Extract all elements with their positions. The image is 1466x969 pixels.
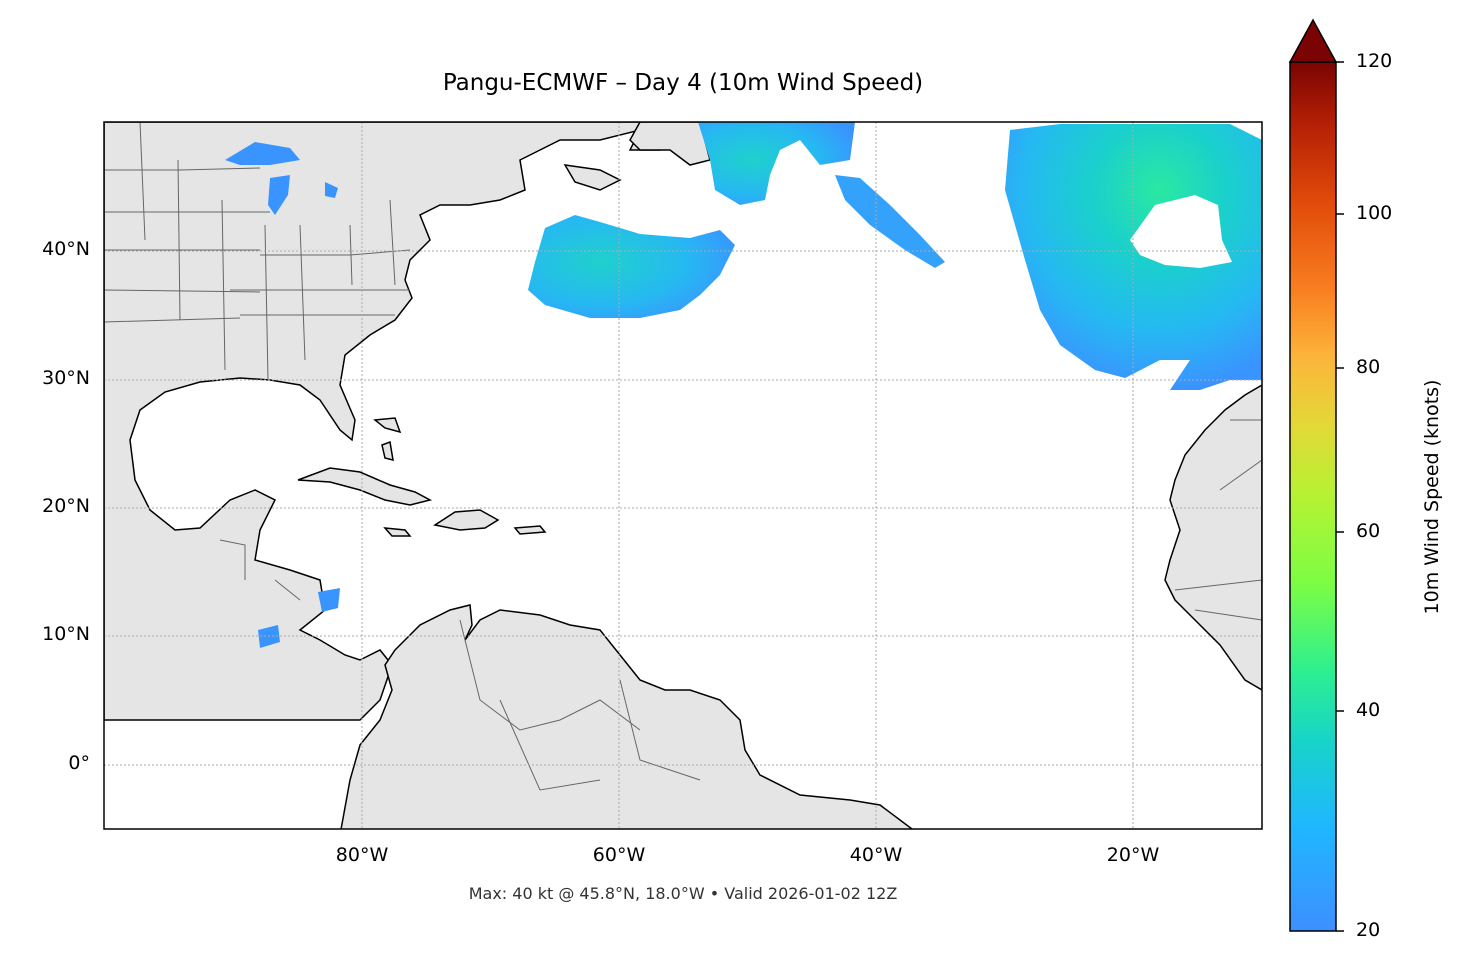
wind-region-east	[1005, 124, 1262, 390]
colorbar-tick-80: 80	[1356, 356, 1381, 378]
wind-shading	[225, 122, 1262, 648]
page-title: Pangu-ECMWF – Day 4 (10m Wind Speed)	[442, 70, 924, 96]
wind-region-great-lakes	[225, 142, 338, 215]
colorbar-extend-arrow	[1288, 18, 1338, 63]
lat-tick-10n: 10°N	[42, 623, 90, 645]
cuba-island	[297, 467, 433, 506]
colorbar-tick-20: 20	[1356, 919, 1381, 941]
gridlines	[104, 122, 1262, 829]
newfoundland-island	[563, 164, 622, 191]
wind-region-caribbean	[258, 588, 340, 648]
colorbar-tick-40: 40	[1356, 699, 1381, 721]
lon-tick-40w: 40°W	[849, 844, 903, 866]
lon-tick-80w: 80°W	[335, 844, 389, 866]
footer-caption: Max: 40 kt @ 45.8°N, 18.0°W • Valid 2026…	[468, 884, 898, 903]
lon-tick-20w: 20°W	[1106, 844, 1160, 866]
africa-land	[1164, 384, 1262, 691]
puerto-rico-island	[513, 525, 547, 535]
colorbar-tick-120: 120	[1356, 50, 1393, 72]
wind-region-central	[528, 215, 735, 318]
colorbar	[1288, 18, 1344, 932]
wind-region-streak	[835, 175, 945, 268]
jamaica-island	[383, 527, 412, 537]
lat-tick-20n: 20°N	[42, 495, 90, 517]
wind-region-north	[698, 122, 855, 205]
lat-tick-30n: 30°N	[42, 367, 90, 389]
lat-tick-40n: 40°N	[42, 238, 90, 260]
map-border	[103, 121, 1263, 830]
lon-tick-60w: 60°W	[592, 844, 646, 866]
north-america-land	[104, 122, 701, 721]
lat-tick-0: 0°	[68, 752, 90, 774]
colorbar-label: 10m Wind Speed (knots)	[1421, 379, 1443, 615]
bahamas-island	[373, 417, 402, 462]
political-borders	[104, 122, 1262, 791]
colorbar-tick-100: 100	[1356, 202, 1393, 224]
colorbar-tick-60: 60	[1356, 520, 1381, 542]
hispaniola-island	[433, 509, 500, 531]
colorbar-gradient	[1289, 61, 1337, 932]
